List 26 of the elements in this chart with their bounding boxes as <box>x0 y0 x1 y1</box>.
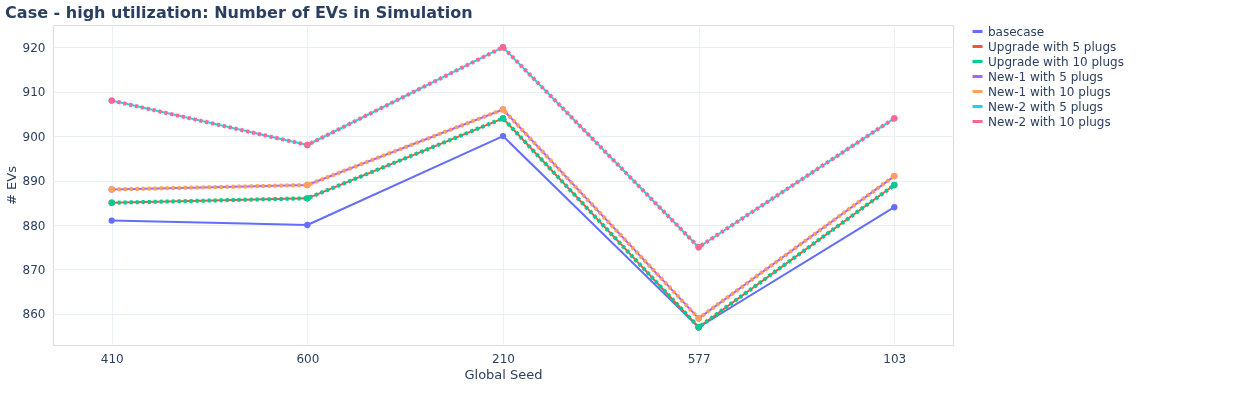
legend-label: New-1 with 5 plugs <box>988 69 1104 84</box>
y-tick-label: 920 <box>22 40 46 55</box>
y-tick-label: 870 <box>22 262 46 277</box>
x-tick-label: 410 <box>100 351 124 366</box>
point <box>891 204 898 211</box>
y-tick-label: 860 <box>22 307 46 322</box>
x-axis-title: Global Seed <box>464 366 543 382</box>
point <box>304 221 311 229</box>
chart-title: Case - high utilization: Number of EVs in Simulation <box>5 3 473 22</box>
point <box>108 217 115 224</box>
legend-label: Upgrade with 5 plugs <box>988 39 1117 54</box>
y-tick-label: 900 <box>22 129 46 144</box>
x-tick-label: 577 <box>687 351 711 366</box>
legend-label: basecase <box>988 24 1045 39</box>
legend-label: New-2 with 5 plugs <box>988 99 1104 114</box>
x-tick-label: 103 <box>883 351 907 366</box>
x-tick-label: 210 <box>492 351 515 366</box>
legend-label: Upgrade with 10 plugs <box>988 54 1124 69</box>
y-tick-label: 890 <box>22 174 46 189</box>
legend-label: New-1 with 10 plugs <box>988 84 1111 99</box>
legend-label: New-2 with 10 plugs <box>988 114 1111 129</box>
point <box>499 132 507 140</box>
y-axis-title: # EVs <box>3 165 19 205</box>
y-tick-label: 880 <box>22 218 46 233</box>
x-tick-label: 600 <box>296 351 320 366</box>
y-tick-label: 910 <box>22 85 46 100</box>
